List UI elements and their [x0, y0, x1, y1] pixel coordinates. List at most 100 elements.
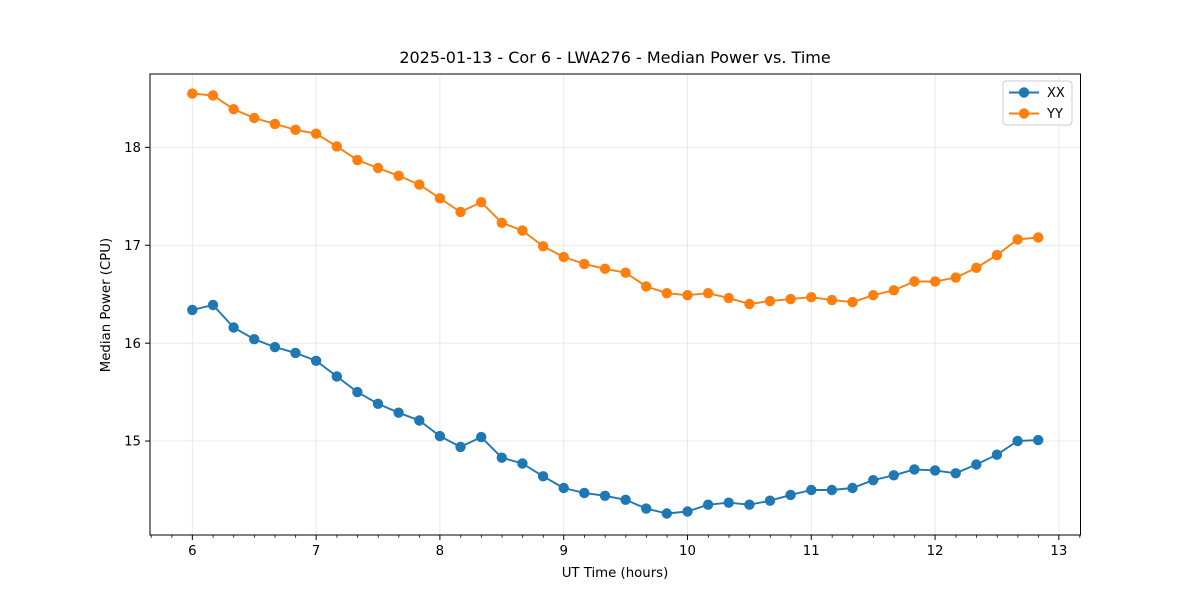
data-point-xx — [558, 482, 569, 494]
x-tick-label: 8 — [436, 544, 444, 559]
grid-lines — [150, 74, 1081, 535]
axis-ticks — [145, 146, 1081, 540]
data-point-yy — [414, 179, 425, 190]
data-point-xx — [888, 470, 899, 481]
data-point-xx — [991, 449, 1003, 460]
data-point-xx — [826, 484, 838, 496]
data-point-yy — [434, 193, 446, 204]
data-point-yy — [228, 104, 239, 115]
legend-marker — [1018, 108, 1030, 119]
data-point-yy — [310, 128, 322, 139]
series-xx-line — [192, 304, 1039, 515]
series-xx — [187, 299, 1044, 519]
data-point-yy — [579, 258, 590, 270]
data-point-yy — [620, 267, 631, 278]
data-point-yy — [269, 118, 281, 130]
data-point-yy — [331, 141, 342, 152]
legend: XX YY — [1002, 80, 1073, 126]
data-point-yy — [868, 290, 879, 301]
data-point-yy — [909, 276, 920, 287]
data-point-xx — [847, 482, 858, 494]
data-point-xx — [785, 489, 796, 501]
data-point-xx — [682, 506, 693, 517]
data-point-xx — [434, 430, 446, 442]
data-point-xx — [496, 452, 507, 463]
data-point-xx — [455, 441, 466, 453]
legend-marker — [1018, 87, 1030, 98]
y-tick-label: 17 — [124, 239, 141, 254]
data-point-xx — [517, 458, 528, 469]
data-point-yy — [372, 162, 384, 174]
axis-tick-labels: 6 7 8 9 10 11 12 13 15 16 17 18 — [124, 141, 1067, 559]
data-point-yy — [929, 276, 941, 287]
data-point-yy — [744, 298, 755, 310]
data-point-xx — [187, 304, 198, 316]
data-point-yy — [455, 206, 466, 218]
legend-label: XX — [1047, 86, 1065, 101]
data-point-xx — [579, 487, 590, 499]
data-point-xx — [723, 497, 734, 508]
data-point-yy — [537, 241, 549, 252]
data-point-yy — [558, 251, 569, 263]
data-point-xx — [661, 508, 672, 519]
data-point-xx — [868, 475, 879, 486]
y-tick-label: 15 — [124, 435, 141, 450]
y-axis-label: Median Power (CPU) — [99, 238, 114, 372]
data-point-xx — [352, 386, 363, 398]
data-point-yy — [207, 90, 219, 101]
data-point-yy — [847, 296, 858, 308]
data-point-yy — [806, 292, 817, 303]
x-axis-label: UT Time (hours) — [562, 566, 669, 581]
data-point-xx — [537, 471, 549, 482]
data-point-yy — [187, 88, 198, 99]
data-point-xx — [249, 334, 260, 345]
data-point-xx — [971, 459, 982, 470]
legend-label: YY — [1046, 107, 1063, 122]
data-point-yy — [950, 272, 961, 283]
data-point-yy — [641, 281, 652, 292]
data-point-yy — [517, 225, 528, 236]
x-tick-label: 9 — [559, 544, 567, 559]
data-point-xx — [620, 494, 631, 505]
data-point-yy — [888, 285, 899, 296]
data-point-yy — [702, 288, 714, 299]
x-tick-label: 7 — [312, 544, 320, 559]
data-point-yy — [785, 293, 796, 305]
data-point-yy — [1012, 234, 1023, 245]
data-point-yy — [393, 170, 404, 181]
y-tick-label: 18 — [124, 141, 141, 156]
data-point-xx — [1012, 435, 1023, 447]
data-point-xx — [1033, 434, 1044, 446]
data-point-xx — [950, 468, 961, 479]
x-tick-label: 12 — [927, 544, 944, 559]
data-point-xx — [764, 495, 776, 506]
data-point-xx — [269, 341, 281, 353]
data-point-xx — [476, 431, 487, 443]
data-point-yy — [352, 154, 363, 166]
series-yy-line — [192, 92, 1039, 305]
chart-title: 2025-01-13 - Cor 6 - LWA276 - Median Pow… — [399, 48, 830, 67]
data-point-yy — [1033, 232, 1044, 243]
data-point-yy — [991, 249, 1003, 261]
y-tick-label: 16 — [124, 337, 141, 352]
data-point-yy — [249, 112, 260, 124]
data-series — [187, 88, 1044, 519]
data-point-xx — [393, 407, 404, 418]
data-point-yy — [661, 288, 672, 299]
data-point-xx — [228, 322, 239, 333]
data-point-xx — [929, 465, 941, 476]
data-point-xx — [414, 415, 425, 426]
x-tick-label: 10 — [679, 544, 696, 559]
x-tick-label: 6 — [188, 544, 196, 559]
data-point-xx — [599, 490, 611, 501]
data-point-xx — [331, 371, 342, 382]
data-point-yy — [599, 263, 611, 274]
data-point-xx — [806, 484, 817, 496]
data-point-yy — [290, 124, 301, 135]
legend-entry-yy: YY — [1009, 107, 1063, 122]
data-point-yy — [723, 292, 734, 304]
data-point-yy — [682, 290, 693, 301]
data-point-xx — [744, 499, 755, 510]
data-point-xx — [909, 464, 920, 475]
